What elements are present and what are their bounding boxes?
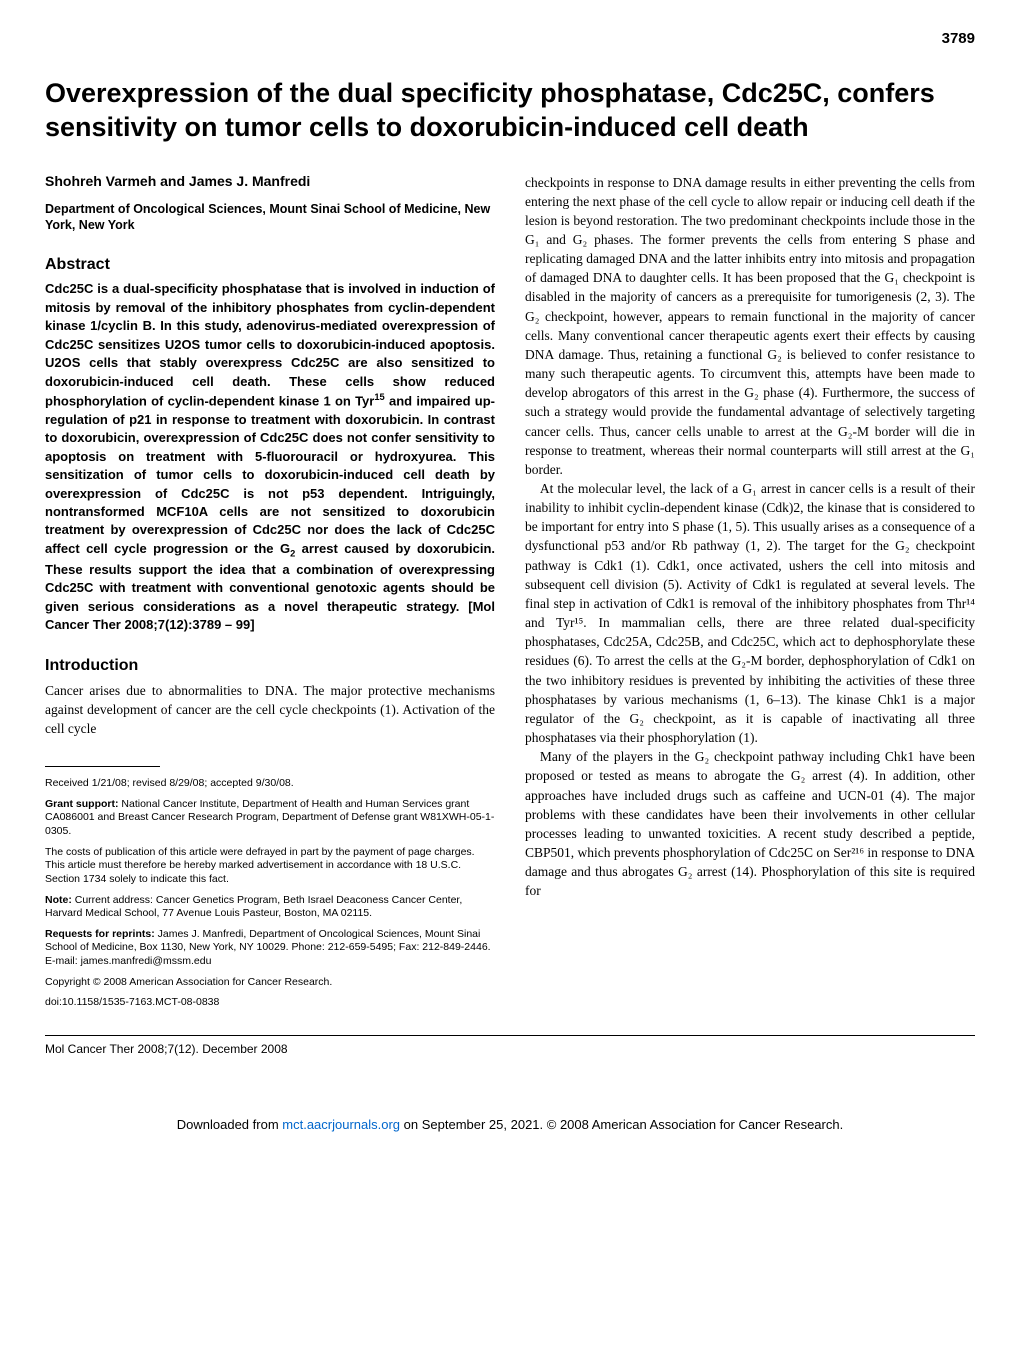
footnote-note: Note: Current address: Cancer Genetics P… [45,894,495,921]
body-paragraph-3: Many of the players in the G₂ checkpoint… [525,747,975,900]
journal-footer: Mol Cancer Ther 2008;7(12). December 200… [45,1035,975,1056]
author-line: Shohreh Varmeh and James J. Manfredi [45,173,495,189]
download-banner-link[interactable]: mct.aacrjournals.org [282,1117,400,1132]
article-title: Overexpression of the dual specificity p… [45,77,975,145]
introduction-heading: Introduction [45,657,495,675]
footnote-copyright: Copyright © 2008 American Association fo… [45,976,495,990]
footnote-reprints: Requests for reprints: James J. Manfredi… [45,928,495,969]
footnote-grant-label: Grant support: [45,798,119,810]
body-paragraph-1: checkpoints in response to DNA damage re… [525,173,975,480]
footnote-doi: doi:10.1158/1535-7163.MCT-08-0838 [45,996,495,1010]
page-number: 3789 [45,30,975,47]
introduction-paragraph-1: Cancer arises due to abnormalities to DN… [45,681,495,738]
download-banner-pre: Downloaded from [177,1117,283,1132]
footnote-note-text: Current address: Cancer Genetics Program… [45,894,462,920]
footnote-grant: Grant support: National Cancer Institute… [45,798,495,839]
right-column: checkpoints in response to DNA damage re… [525,173,975,1018]
footnote-note-label: Note: [45,894,72,906]
abstract-heading: Abstract [45,256,495,274]
download-banner-post: on September 25, 2021. © 2008 American A… [400,1117,843,1132]
abstract-part2: and impaired up-regulation of p21 in res… [45,393,495,556]
footnote-costs: The costs of publication of this article… [45,846,495,887]
affiliation: Department of Oncological Sciences, Moun… [45,201,495,235]
footnote-rule [45,766,160,767]
body-paragraph-2: At the molecular level, the lack of a G₁… [525,479,975,747]
abstract-body: Cdc25C is a dual-specificity phosphatase… [45,280,495,634]
abstract-sup1: 15 [374,392,384,402]
footnote-reprints-label: Requests for reprints: [45,928,155,940]
left-column: Shohreh Varmeh and James J. Manfredi Dep… [45,173,495,1018]
download-banner: Downloaded from mct.aacrjournals.org on … [45,1116,975,1134]
footnotes-block: Received 1/21/08; revised 8/29/08; accep… [45,777,495,1010]
abstract-part1: Cdc25C is a dual-specificity phosphatase… [45,281,495,408]
footnote-received: Received 1/21/08; revised 8/29/08; accep… [45,777,495,791]
two-column-layout: Shohreh Varmeh and James J. Manfredi Dep… [45,173,975,1018]
